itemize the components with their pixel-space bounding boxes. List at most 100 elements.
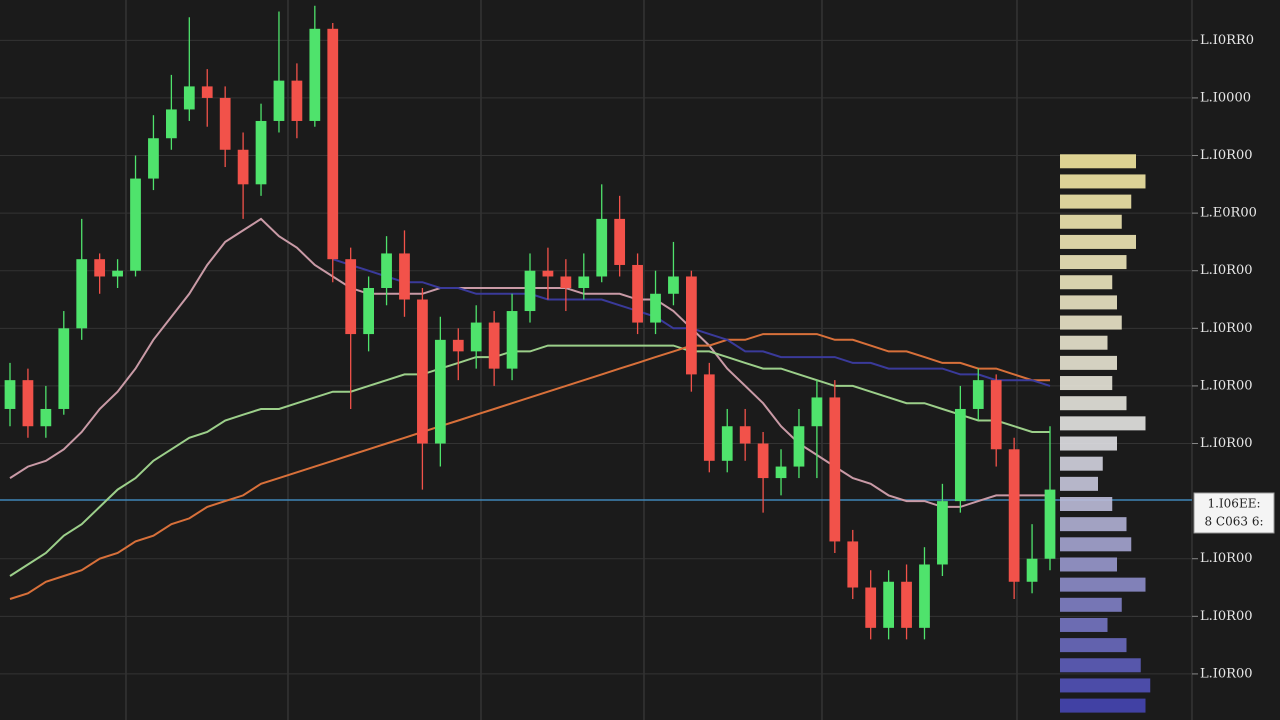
candle-body <box>560 276 572 288</box>
time-grid <box>125 0 1193 720</box>
profile-bar <box>1060 194 1132 209</box>
profile-bar <box>1060 456 1103 471</box>
candle-body <box>972 380 984 409</box>
candle-body <box>578 276 590 288</box>
y-tick-label: L.E0R00 <box>1200 206 1257 221</box>
candle-body <box>506 311 518 369</box>
candle-body <box>381 253 392 288</box>
profile-bar <box>1060 234 1136 249</box>
candle-body <box>399 253 410 300</box>
y-tick-label: L.I0RR0 <box>1200 33 1254 48</box>
candle-body <box>94 259 106 277</box>
candle-body <box>488 322 500 369</box>
candle-body <box>1008 449 1020 582</box>
candle-body <box>452 339 464 352</box>
candle-body <box>775 466 787 479</box>
y-tick-label: L.I0R00 <box>1200 436 1253 451</box>
profile-bar <box>1060 295 1117 310</box>
y-tick-label: L.I0R00 <box>1200 321 1253 336</box>
y-tick-label: L.I0R00 <box>1200 148 1253 163</box>
y-tick-label: L.I0R00 <box>1200 609 1253 624</box>
candle-body <box>865 587 877 628</box>
candle-body <box>166 109 177 139</box>
profile-bar <box>1060 658 1141 673</box>
profile-bar <box>1060 698 1146 713</box>
candle-body <box>148 138 159 179</box>
profile-bar <box>1060 255 1127 270</box>
y-tick-label: L.I0R00 <box>1200 551 1253 566</box>
candle-body <box>40 408 52 427</box>
candle-body <box>703 374 715 461</box>
candle-body <box>58 328 70 409</box>
candle-body <box>219 97 231 150</box>
profile-bar <box>1060 355 1117 370</box>
profile-bar <box>1060 638 1127 653</box>
candle-body <box>721 426 733 461</box>
candle-body <box>901 581 912 628</box>
candle-body <box>201 86 213 98</box>
candle-body <box>596 218 608 277</box>
profile-bar <box>1060 476 1098 491</box>
price-label: 8 C063 6: <box>1204 514 1263 528</box>
candle-body <box>757 443 769 479</box>
profile-bar <box>1060 497 1113 511</box>
y-tick-label: L.I0R00 <box>1200 263 1253 278</box>
candle-body <box>345 259 357 335</box>
candle-body <box>22 380 34 427</box>
candle-body <box>793 426 805 467</box>
profile-bar <box>1060 537 1132 552</box>
profile-bar <box>1060 597 1122 612</box>
profile-bar <box>1060 376 1113 391</box>
candle-body <box>76 259 88 329</box>
candle-body <box>255 120 267 185</box>
profile-bar <box>1060 315 1122 330</box>
candle-body <box>434 339 446 444</box>
candle-body <box>524 270 536 312</box>
candle-body <box>668 276 679 294</box>
candle-body <box>937 501 948 565</box>
candle-body <box>237 149 249 185</box>
candle-body <box>829 397 841 542</box>
profile-bar <box>1060 275 1113 290</box>
candle-body <box>811 397 823 427</box>
profile-bar <box>1060 557 1117 572</box>
candle-body <box>130 178 141 271</box>
candle-body <box>309 28 321 121</box>
profile-bar <box>1060 678 1151 693</box>
candle-body <box>4 380 16 409</box>
profile-bar <box>1060 396 1127 411</box>
candle-body <box>686 276 697 375</box>
ma-line <box>9 333 1050 600</box>
candle-body <box>273 80 285 121</box>
profile-bar <box>1060 335 1108 350</box>
candle-body <box>112 270 123 277</box>
ma-line <box>9 344 1050 577</box>
candle-body <box>650 293 661 323</box>
candle-body <box>291 80 303 121</box>
profile-bar <box>1060 416 1146 431</box>
y-tick-label: L.I0R00 <box>1200 378 1253 393</box>
profile-bar <box>1060 517 1127 532</box>
y-tick-label: L.I0000 <box>1200 90 1251 105</box>
candle-body <box>470 322 482 352</box>
candle-body <box>417 299 428 444</box>
candle-body <box>990 380 1002 450</box>
profile-bar <box>1060 436 1117 451</box>
price-label: 1.I06EE: <box>1207 496 1260 510</box>
candle-body <box>632 264 643 323</box>
candle-body <box>739 426 751 444</box>
profile-bar <box>1060 154 1136 169</box>
profile-bar <box>1060 617 1108 632</box>
candle-body <box>327 28 339 260</box>
candle-body <box>919 564 930 628</box>
candle-body <box>954 408 966 502</box>
candle-body <box>363 288 374 335</box>
y-tick-label: L.I0R00 <box>1200 666 1253 681</box>
candle-body <box>1044 489 1056 559</box>
price-label-box <box>1193 492 1275 534</box>
profile-bar <box>1060 174 1146 189</box>
candle-body <box>183 86 195 110</box>
candle-body <box>614 218 626 265</box>
